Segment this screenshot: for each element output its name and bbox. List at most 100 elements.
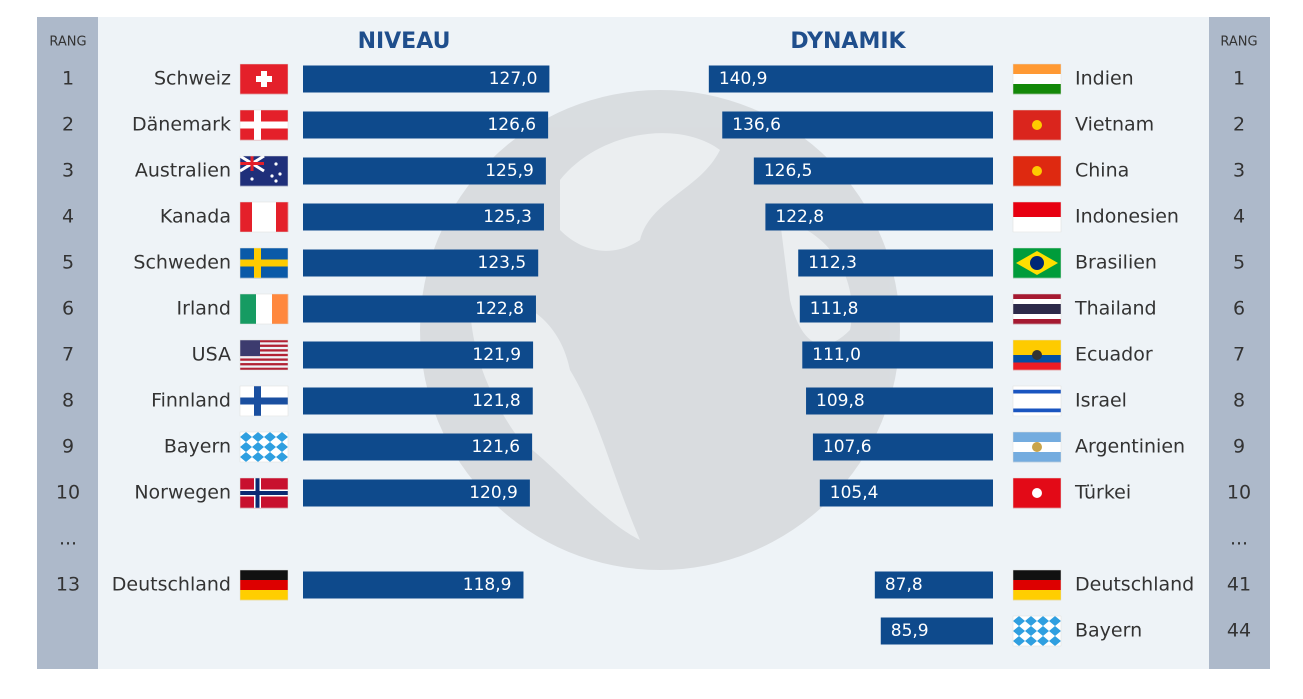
rank: 1 (62, 68, 74, 90)
flag-part (252, 432, 264, 442)
country-name: Finnland (151, 390, 231, 412)
country-name: Schweiz (154, 68, 231, 90)
country-name: Thailand (1074, 298, 1157, 320)
flag-part (1030, 256, 1044, 270)
bar (753, 157, 993, 185)
flag-part (240, 121, 288, 129)
flag (239, 385, 289, 417)
flag-border (1012, 339, 1062, 371)
flag-border (239, 339, 289, 371)
flag-border (239, 63, 289, 95)
value-label: 105,4 (830, 483, 879, 503)
value-label: 85,9 (891, 621, 929, 641)
bar (303, 111, 549, 139)
flag-part (240, 570, 288, 581)
value-label: 112,3 (808, 253, 857, 273)
rank: 7 (1233, 344, 1245, 366)
flag-part (1013, 319, 1061, 325)
flag-part (1013, 404, 1061, 409)
flag-part (1025, 616, 1037, 626)
rank: 5 (62, 252, 74, 274)
flag-part (1013, 74, 1061, 85)
flag (1012, 109, 1062, 141)
bar (798, 249, 993, 277)
flag-part (1025, 636, 1037, 646)
flag-part (1037, 616, 1049, 626)
rank: 9 (62, 436, 74, 458)
flag-part (1013, 314, 1061, 320)
bar (303, 295, 536, 323)
rank: 8 (1233, 390, 1245, 412)
flag-part (240, 202, 253, 232)
flag-part (1013, 401, 1061, 406)
value-label: 126,6 (487, 115, 536, 135)
rank: 4 (62, 206, 74, 228)
flag-part (274, 162, 278, 166)
country-name: China (1075, 160, 1129, 182)
flag-part (1013, 393, 1061, 398)
flag-border (239, 293, 289, 325)
flag-border (239, 431, 289, 463)
flag-part (1037, 626, 1049, 636)
value-label: 121,8 (472, 391, 521, 411)
flag-part (276, 432, 288, 442)
country-name: Indien (1075, 68, 1134, 90)
flag-part (276, 442, 288, 452)
flag (239, 293, 289, 325)
flag (1012, 339, 1062, 371)
country-name: Brasilien (1075, 252, 1157, 274)
flag-border (239, 155, 289, 187)
rank: 6 (1233, 298, 1245, 320)
flag-part (1013, 389, 1061, 394)
bar (303, 479, 530, 507)
flag-part (1013, 432, 1061, 443)
flag-part (240, 397, 288, 405)
value-label: 121,6 (471, 437, 520, 457)
value-label: 109,8 (816, 391, 865, 411)
rank: 10 (1227, 482, 1251, 504)
bar (303, 157, 546, 185)
country-name: Irland (177, 298, 231, 320)
value-label: 125,3 (483, 207, 532, 227)
bar (806, 387, 993, 415)
bar (819, 479, 993, 507)
flag (1012, 431, 1062, 463)
value-label: 111,8 (810, 299, 859, 319)
rank: 3 (1233, 160, 1245, 182)
flag-part (240, 259, 288, 267)
flag (1012, 615, 1062, 647)
bar (765, 203, 993, 231)
flag-part (240, 432, 252, 442)
flag-border (239, 109, 289, 141)
rank: 13 (56, 574, 80, 596)
flag-part (240, 340, 260, 356)
bar (303, 387, 533, 415)
flag-part (1013, 299, 1061, 305)
flag-part (1049, 616, 1061, 626)
flag (1012, 201, 1062, 233)
flag-part (240, 349, 288, 352)
rank: 1 (1233, 68, 1245, 90)
country-name: Deutschland (1075, 574, 1194, 596)
bar (880, 617, 993, 645)
flag-border (1012, 63, 1062, 95)
flag-part (278, 172, 282, 176)
rank: 7 (62, 344, 74, 366)
flag-part (1013, 340, 1061, 348)
value-label: 123,5 (478, 253, 527, 273)
bar (802, 341, 993, 369)
flag-part (1032, 442, 1042, 452)
flag (239, 431, 289, 463)
value-label: 140,9 (719, 69, 768, 89)
flag-part (1037, 636, 1049, 646)
chart-title: NIVEAU (358, 29, 451, 54)
rank: 44 (1227, 620, 1251, 642)
flag (1012, 155, 1062, 187)
flag-part (1013, 626, 1025, 636)
flag-border (1012, 569, 1062, 601)
bar (812, 433, 993, 461)
flag (1012, 293, 1062, 325)
bar (874, 571, 993, 599)
rank: 8 (62, 390, 74, 412)
